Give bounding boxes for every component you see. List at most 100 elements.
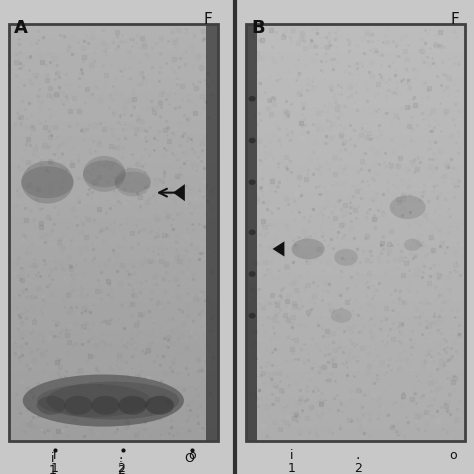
Bar [246,427,465,441]
Bar [246,37,465,52]
Bar [9,79,218,93]
Bar [9,219,218,232]
Bar [9,163,218,177]
Bar [9,344,218,357]
Text: .: . [119,452,123,465]
Bar [9,52,218,65]
Text: 1: 1 [288,462,295,474]
Bar [246,93,465,107]
Ellipse shape [21,166,73,198]
Bar [246,302,465,316]
Text: 2: 2 [117,464,125,474]
Ellipse shape [46,382,179,419]
Bar [9,65,218,79]
Bar [9,177,218,191]
Text: o: o [449,449,456,462]
Bar [9,399,218,413]
Ellipse shape [23,374,184,427]
Bar [9,288,218,302]
Text: 2: 2 [354,462,362,474]
Bar [9,385,218,399]
Bar [9,191,218,204]
Ellipse shape [390,195,426,219]
Bar [246,385,465,399]
Ellipse shape [64,396,92,415]
Ellipse shape [334,249,358,266]
Ellipse shape [83,156,126,192]
Ellipse shape [146,396,174,415]
Ellipse shape [21,161,73,203]
Ellipse shape [118,396,147,415]
Ellipse shape [37,396,65,415]
Bar [246,371,465,385]
Bar [246,24,465,441]
Bar [9,149,218,163]
Bar [9,246,218,260]
Bar [246,121,465,135]
Bar [246,316,465,329]
Bar [246,135,465,149]
Text: F: F [450,12,459,27]
Bar [9,357,218,371]
Text: .: . [356,448,360,462]
Bar [246,24,465,37]
Bar [246,413,465,427]
Bar [9,232,218,246]
Ellipse shape [115,168,151,196]
Ellipse shape [83,160,126,187]
Text: i: i [290,449,293,462]
Bar [246,107,465,121]
Text: 2: 2 [117,462,125,474]
Ellipse shape [115,172,151,193]
Ellipse shape [248,271,256,277]
Bar [246,246,465,260]
Bar [9,274,218,288]
Ellipse shape [91,396,119,415]
Bar [246,149,465,163]
Bar [246,288,465,302]
Bar [9,107,218,121]
Ellipse shape [248,179,256,185]
Ellipse shape [292,238,325,259]
Bar [246,24,257,441]
Bar [9,413,218,427]
Bar [9,24,218,37]
Bar [9,135,218,149]
Text: .: . [118,448,123,462]
Bar [246,79,465,93]
Bar [9,302,218,316]
Ellipse shape [404,238,421,251]
Ellipse shape [331,309,352,323]
Bar [9,260,218,274]
Bar [9,37,218,52]
Bar [9,121,218,135]
Bar [246,204,465,219]
Bar [246,65,465,79]
Ellipse shape [248,96,256,101]
Ellipse shape [248,313,256,319]
Bar [246,357,465,371]
Bar [9,371,218,385]
Ellipse shape [37,384,151,417]
Text: O: O [185,452,194,465]
Bar [246,329,465,344]
Bar [246,191,465,204]
Bar [9,427,218,441]
Text: o: o [188,449,196,462]
Text: B: B [251,19,265,37]
Bar [246,52,465,65]
Text: 1: 1 [51,462,58,474]
Text: A: A [14,19,28,37]
Bar [206,24,218,441]
Polygon shape [273,241,284,256]
Text: F: F [204,12,212,27]
Bar [246,177,465,191]
Ellipse shape [248,229,256,235]
Bar [246,260,465,274]
Text: i: i [53,449,56,462]
Bar [9,316,218,329]
Bar [246,232,465,246]
Bar [246,219,465,232]
Text: 1: 1 [48,464,56,474]
Bar [246,163,465,177]
